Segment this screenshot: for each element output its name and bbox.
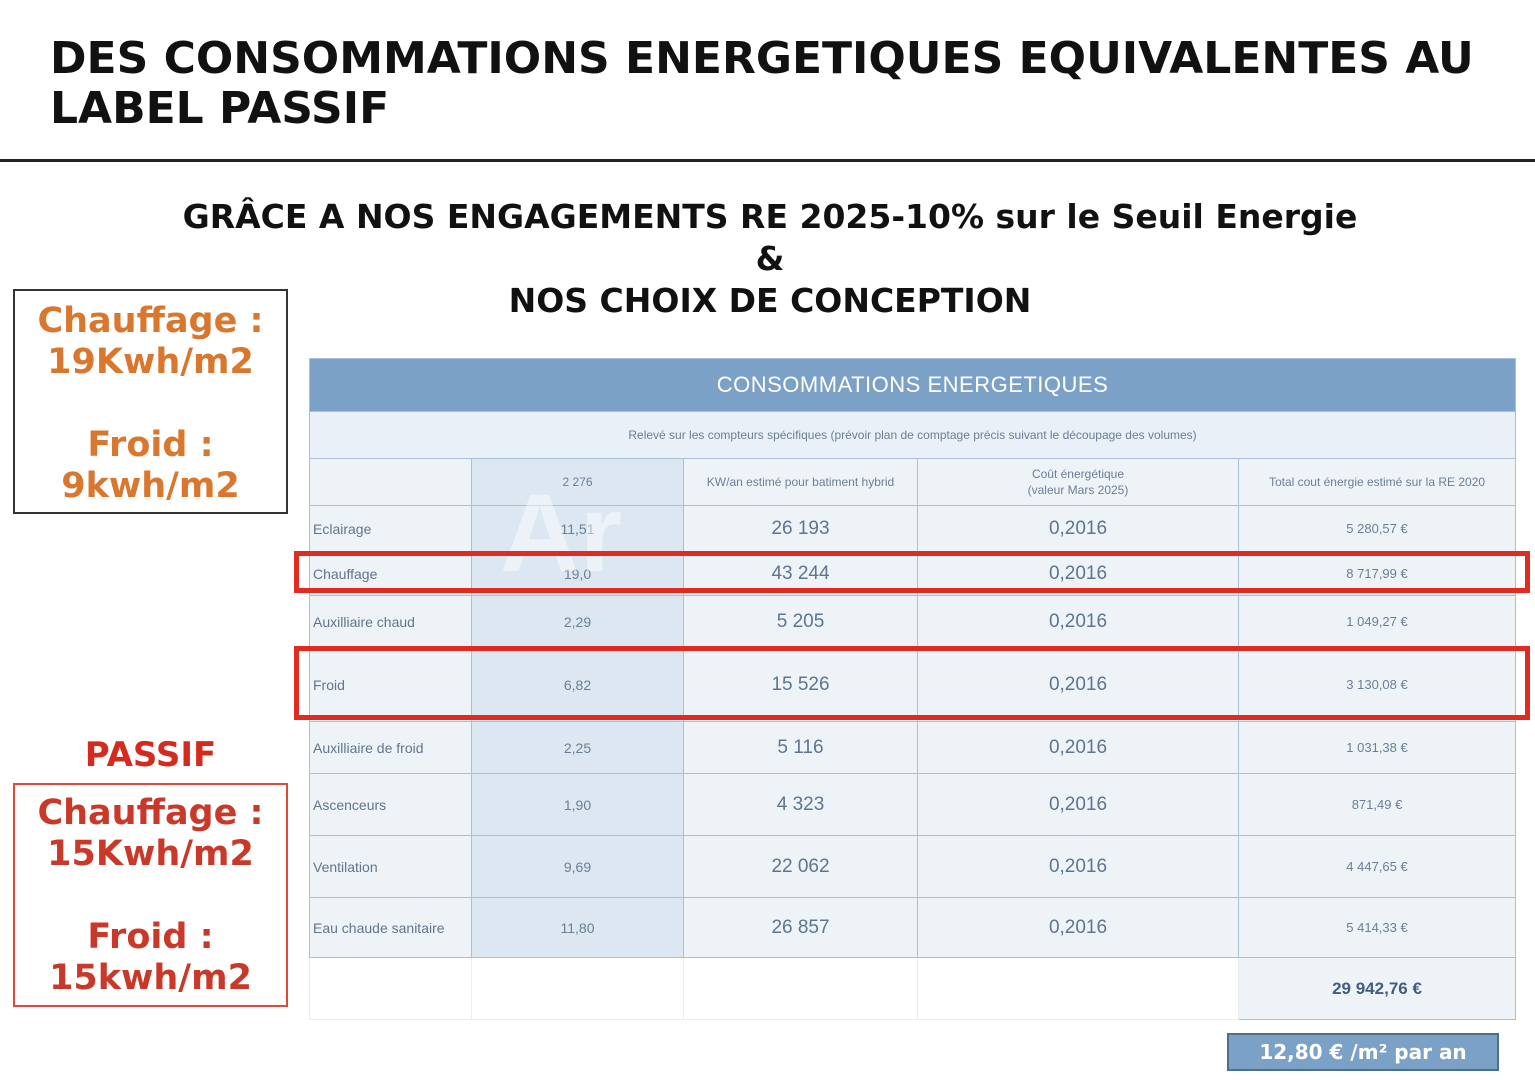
row-name: Eclairage xyxy=(309,505,472,552)
row-cost: 0,2016 xyxy=(917,773,1239,836)
table-row: Eau chaude sanitaire 11,80 26 857 0,2016 5 4… xyxy=(309,897,1517,958)
row-total: 3 130,08 € xyxy=(1237,647,1517,722)
subtitle-line-2: & xyxy=(755,239,785,278)
column-header-label xyxy=(309,458,472,506)
page-title: DES CONSOMMATIONS ENERGETIQUES EQUIVALEN… xyxy=(50,33,1474,134)
consumption-table: CONSOMMATIONS ENERGETIQUES Relevé sur le… xyxy=(308,358,1517,1020)
passif-chauffage-value: 15Kwh/m2 xyxy=(47,834,254,874)
consumption-table-wrapper: CONSOMMATIONS ENERGETIQUES Relevé sur le… xyxy=(308,358,1517,1020)
table-row: Ascenceurs 1,90 4 323 0,2016 871,49 € xyxy=(309,773,1517,836)
subtitle-line-1: GRÂCE A NOS ENGAGEMENTS RE 2025-10% sur … xyxy=(182,197,1358,236)
column-header-total: Total cout énergie estimé sur la RE 2020 xyxy=(1237,458,1517,506)
row-total: 1 031,38 € xyxy=(1237,721,1517,774)
column-header-cost-line-2: (valeur Mars 2025) xyxy=(1027,483,1129,497)
row-ratio: 2,25 xyxy=(471,721,684,774)
row-total: 4 447,65 € xyxy=(1237,835,1517,898)
row-ratio: 1,90 xyxy=(471,773,684,836)
subtitle: GRÂCE A NOS ENGAGEMENTS RE 2025-10% sur … xyxy=(120,196,1420,322)
highlight-froid-row xyxy=(294,646,1530,720)
table-title: CONSOMMATIONS ENERGETIQUES xyxy=(308,358,1517,412)
row-ratio: 9,69 xyxy=(471,835,684,898)
grand-total: 29 942,76 € xyxy=(1237,957,1517,1020)
re-chauffage-label: Chauffage : xyxy=(37,301,264,341)
highlight-chauffage-row xyxy=(294,551,1530,593)
row-name: Auxilliaire de froid xyxy=(309,721,472,774)
row-kwh: 4 323 xyxy=(683,773,918,836)
column-header-cost: Coût énergétique (valeur Mars 2025) xyxy=(917,458,1239,506)
subtitle-line-3: NOS CHOIX DE CONCEPTION xyxy=(508,281,1032,320)
table-row: Ventilation 9,69 22 062 0,2016 4 447,65 € xyxy=(309,835,1517,898)
passif-froid-value: 15kwh/m2 xyxy=(49,958,252,998)
row-kwh: 26 193 xyxy=(683,505,918,552)
passif-chauffage-label: Chauffage : xyxy=(37,793,264,833)
row-kwh: 26 857 xyxy=(683,897,918,958)
table-note: Relevé sur les compteurs spécifiques (pr… xyxy=(308,411,1517,459)
sum-row: 29 942,76 € xyxy=(309,957,1517,1020)
row-total: 871,49 € xyxy=(1237,773,1517,836)
row-total: 5 414,33 € xyxy=(1237,897,1517,958)
row-ratio: 11,80 xyxy=(471,897,684,958)
title-divider xyxy=(0,159,1535,162)
table-row: Auxilliaire chaud 2,29 5 205 0,2016 1 049,27… xyxy=(309,595,1517,648)
row-cost: 0,2016 xyxy=(917,595,1239,648)
row-cost: 0,2016 xyxy=(917,505,1239,552)
passif-consumption-box: Chauffage : 15Kwh/m2 Froid : 15kwh/m2 xyxy=(13,783,288,1007)
passif-label: PASSIF xyxy=(84,735,217,775)
row-cost: 0,2016 xyxy=(917,721,1239,774)
row-total: 1 049,27 € xyxy=(1237,595,1517,648)
column-header-surface: 2 276 xyxy=(471,458,684,506)
re-chauffage-value: 19Kwh/m2 xyxy=(47,342,254,382)
table-row: Auxilliaire de froid 2,25 5 116 0,2016 1 031… xyxy=(309,721,1517,774)
row-cost: 0,2016 xyxy=(917,835,1239,898)
column-header-cost-line-1: Coût énergétique xyxy=(1031,467,1125,481)
row-name: Ascenceurs xyxy=(309,773,472,836)
row-name: Auxilliaire chaud xyxy=(309,595,472,648)
row-kwh: 22 062 xyxy=(683,835,918,898)
row-total: 5 280,57 € xyxy=(1237,505,1517,552)
row-name: Froid xyxy=(309,647,472,722)
row-kwh: 5 205 xyxy=(683,595,918,648)
row-name: Eau chaude sanitaire xyxy=(309,897,472,958)
table-row: Eclairage 11,51 26 193 0,2016 5 280,57 € xyxy=(309,505,1517,552)
re-froid-value: 9kwh/m2 xyxy=(61,466,240,506)
cost-per-m2-badge: 12,80 € /m² par an xyxy=(1227,1033,1499,1071)
column-header-kwh: KW/an estimé pour batiment hybrid xyxy=(683,458,918,506)
row-ratio: 11,51 xyxy=(471,505,684,552)
row-ratio: 6,82 xyxy=(471,647,684,722)
re-consumption-box: Chauffage : 19Kwh/m2 Froid : 9kwh/m2 xyxy=(13,289,288,514)
row-ratio: 2,29 xyxy=(471,595,684,648)
re-froid-label: Froid : xyxy=(87,425,214,465)
passif-froid-label: Froid : xyxy=(87,917,214,957)
row-name: Ventilation xyxy=(309,835,472,898)
row-cost: 0,2016 xyxy=(917,647,1239,722)
row-kwh: 5 116 xyxy=(683,721,918,774)
column-header-row: 2 276 KW/an estimé pour batiment hybrid … xyxy=(309,458,1517,506)
row-cost: 0,2016 xyxy=(917,897,1239,958)
